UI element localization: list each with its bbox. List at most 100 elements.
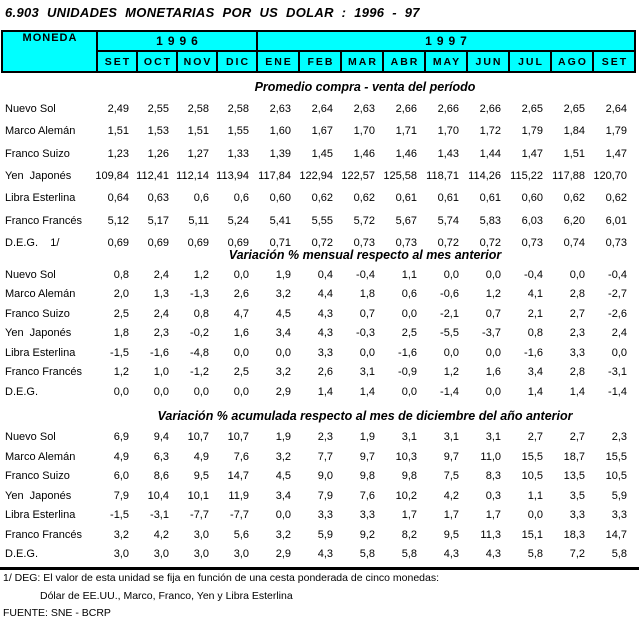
value-cell: 7,9 bbox=[113, 489, 129, 502]
value-cell: 4,2 bbox=[153, 528, 169, 541]
value-cell: 5,8 bbox=[527, 548, 543, 561]
value-cell: -1,6 bbox=[398, 346, 417, 359]
table-row: D.E.G. 3,0 3,0 3,0 3,0 2,9 4,3 5,8 5,8 4,3 4,3 5,8 7… bbox=[0, 545, 639, 565]
table-row: Franco Suizo 2,5 2,4 0,8 4,7 4,5 4,3 0,7 0,0 -2,1… bbox=[0, 304, 639, 324]
currency-label: Marco Alemán bbox=[5, 288, 76, 301]
value-cell: 2,66 bbox=[395, 103, 417, 116]
value-cell: -2,7 bbox=[608, 288, 627, 301]
value-cell: 18,7 bbox=[563, 450, 585, 463]
value-cell: 1,6 bbox=[233, 327, 249, 340]
value-cell: 2,64 bbox=[605, 103, 627, 116]
currency-label: Nuevo Sol bbox=[5, 268, 56, 281]
value-cell: 1,2 bbox=[443, 366, 459, 379]
value-cell: 15,1 bbox=[521, 528, 543, 541]
section-1: Variación % mensual respecto al mes ante… bbox=[0, 248, 639, 402]
value-cell: 1,51 bbox=[187, 125, 209, 138]
value-cell: -3,1 bbox=[150, 509, 169, 522]
value-cell: 1,51 bbox=[563, 147, 585, 160]
value-cell: 0,61 bbox=[395, 192, 417, 205]
value-cell: 3,4 bbox=[275, 489, 291, 502]
value-cell: 6,0 bbox=[113, 470, 129, 483]
value-cell: 7,6 bbox=[359, 489, 375, 502]
value-cell: 15,5 bbox=[605, 450, 627, 463]
value-cell: 2,4 bbox=[611, 327, 627, 340]
value-cell: 0,6 bbox=[401, 288, 417, 301]
value-cell: 1,70 bbox=[353, 125, 375, 138]
table-row: Yen Japonés 1,8 2,3 -0,2 1,6 3,4 4,3 -0,3 2,5 -5,… bbox=[0, 324, 639, 344]
value-cell: 1,2 bbox=[485, 288, 501, 301]
value-cell: 9,7 bbox=[359, 450, 375, 463]
value-cell: 1,4 bbox=[569, 385, 585, 398]
value-cell: 0,64 bbox=[107, 192, 129, 205]
value-cell: 3,3 bbox=[611, 509, 627, 522]
value-cell: 1,1 bbox=[401, 268, 417, 281]
value-cell: 0,69 bbox=[227, 236, 249, 249]
value-cell: 3,0 bbox=[153, 548, 169, 561]
value-cell: 3,3 bbox=[569, 509, 585, 522]
value-cell: 2,65 bbox=[521, 103, 543, 116]
value-cell: 10,7 bbox=[187, 431, 209, 444]
value-cell: 5,17 bbox=[147, 214, 169, 227]
value-cell: 0,0 bbox=[113, 385, 129, 398]
value-cell: 1,45 bbox=[311, 147, 333, 160]
value-cell: 0,0 bbox=[443, 268, 459, 281]
value-cell: 125,58 bbox=[383, 170, 417, 183]
value-cell: 1,7 bbox=[401, 509, 417, 522]
value-cell: -2,6 bbox=[608, 307, 627, 320]
value-cell: 1,9 bbox=[275, 268, 291, 281]
value-cell: 4,3 bbox=[443, 548, 459, 561]
value-cell: 0,62 bbox=[563, 192, 585, 205]
table-row: Libra Esterlina -1,5 -3,1 -7,7 -7,7 0,0 3,3 3,3… bbox=[0, 506, 639, 526]
value-cell: 1,70 bbox=[437, 125, 459, 138]
value-cell: 2,5 bbox=[113, 307, 129, 320]
value-cell: 0,63 bbox=[147, 192, 169, 205]
value-cell: -3,1 bbox=[608, 366, 627, 379]
currency-label: Libra Esterlina bbox=[5, 509, 76, 522]
currency-label: Franco Suizo bbox=[5, 307, 70, 320]
value-cell: 3,2 bbox=[113, 528, 129, 541]
value-cell: 0,72 bbox=[311, 236, 333, 249]
value-cell: 0,69 bbox=[187, 236, 209, 249]
value-cell: 11,3 bbox=[480, 528, 501, 541]
currency-label: Marco Alemán bbox=[5, 125, 76, 138]
value-cell: 1,84 bbox=[563, 125, 585, 138]
value-cell: 3,2 bbox=[275, 366, 291, 379]
currency-label: Franco Francés bbox=[5, 366, 83, 379]
value-cell: 1,43 bbox=[437, 147, 459, 160]
value-cell: 1,7 bbox=[485, 509, 501, 522]
value-cell: 2,0 bbox=[113, 288, 129, 301]
value-cell: 6,01 bbox=[605, 214, 627, 227]
currency-label: D.E.G. bbox=[5, 548, 39, 561]
value-cell: 6,9 bbox=[113, 431, 129, 444]
month-header-1997-may: MAY bbox=[424, 50, 468, 73]
value-cell: -7,7 bbox=[230, 509, 249, 522]
value-cell: 9,8 bbox=[359, 470, 375, 483]
value-cell: 0,0 bbox=[359, 346, 375, 359]
value-cell: 10,2 bbox=[395, 489, 417, 502]
month-header-1997-feb: FEB bbox=[298, 50, 342, 73]
value-cell: 1,26 bbox=[147, 147, 169, 160]
table-row: Nuevo Sol 0,8 2,4 1,2 0,0 1,9 0,4 -0,4 1,1 0,0 0,0… bbox=[0, 265, 639, 285]
value-cell: 0,0 bbox=[233, 268, 249, 281]
value-cell: -1,3 bbox=[190, 288, 209, 301]
table-row: Franco Francés 3,2 4,2 3,0 5,6 3,2 5,9 9,2 8,2 9,… bbox=[0, 525, 639, 545]
value-cell: 3,4 bbox=[275, 327, 291, 340]
value-cell: 1,55 bbox=[227, 125, 249, 138]
value-cell: 5,8 bbox=[401, 548, 417, 561]
currency-label: Yen Japonés bbox=[5, 170, 72, 183]
value-cell: 1,8 bbox=[113, 327, 129, 340]
value-cell: 4,3 bbox=[317, 307, 333, 320]
value-cell: 2,5 bbox=[233, 366, 249, 379]
value-cell: 0,0 bbox=[193, 385, 209, 398]
value-cell: 5,8 bbox=[359, 548, 375, 561]
value-cell: 120,70 bbox=[593, 170, 627, 183]
value-cell: 118,71 bbox=[426, 170, 459, 183]
value-cell: 5,24 bbox=[227, 214, 249, 227]
value-cell: 2,7 bbox=[569, 307, 585, 320]
value-cell: 1,71 bbox=[395, 125, 417, 138]
value-cell: 2,8 bbox=[569, 366, 585, 379]
value-cell: 5,72 bbox=[353, 214, 375, 227]
value-cell: 1,27 bbox=[187, 147, 209, 160]
table-row: Nuevo Sol 2,49 2,55 2,58 2,58 2,63 2,64 2,63 2,6… bbox=[0, 98, 639, 120]
value-cell: 3,3 bbox=[317, 346, 333, 359]
